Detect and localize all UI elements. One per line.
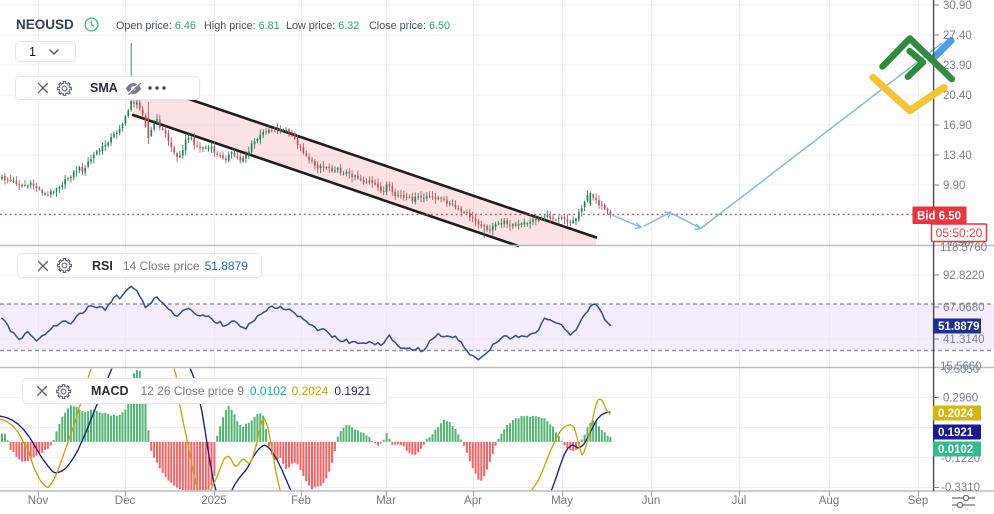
svg-text:Aug: Aug	[819, 495, 839, 507]
svg-text:23.90: 23.90	[943, 60, 972, 72]
svg-text:118.5760: 118.5760	[940, 242, 987, 254]
svg-text:0.1921: 0.1921	[938, 427, 974, 439]
svg-text:Bid 6.50: Bid 6.50	[917, 211, 961, 223]
svg-text:0.0102: 0.0102	[938, 444, 973, 456]
svg-text:27.40: 27.40	[943, 30, 972, 42]
svg-text:Jul: Jul	[732, 495, 747, 507]
svg-text:13.40: 13.40	[943, 150, 972, 162]
svg-text:Jun: Jun	[642, 495, 661, 507]
svg-text:51.8879: 51.8879	[938, 321, 980, 333]
svg-text:Feb: Feb	[291, 495, 311, 507]
svg-text:16.90: 16.90	[943, 120, 972, 132]
svg-text:67.0680: 67.0680	[943, 302, 985, 314]
svg-text:Sep: Sep	[908, 495, 928, 507]
svg-text:15.5660: 15.5660	[940, 361, 982, 373]
svg-text:0.2960: 0.2960	[943, 393, 978, 405]
svg-text:41.3140: 41.3140	[943, 334, 985, 346]
svg-text:92.8220: 92.8220	[943, 270, 985, 282]
svg-text:May: May	[551, 495, 573, 507]
svg-text:0.5050: 0.5050	[944, 364, 979, 376]
svg-text:Mar: Mar	[376, 495, 396, 507]
svg-text:05:50:20: 05:50:20	[936, 226, 983, 240]
svg-text:Dec: Dec	[115, 495, 136, 507]
svg-text:Nov: Nov	[28, 495, 49, 507]
svg-text:30.90: 30.90	[943, 0, 972, 12]
svg-text:9.90: 9.90	[943, 180, 965, 192]
svg-text:Apr: Apr	[464, 495, 482, 507]
svg-text:-0.3310: -0.3310	[941, 482, 980, 494]
svg-text:2025: 2025	[201, 495, 227, 507]
svg-text:20.40: 20.40	[943, 90, 972, 102]
svg-text:0.2024: 0.2024	[938, 408, 974, 420]
